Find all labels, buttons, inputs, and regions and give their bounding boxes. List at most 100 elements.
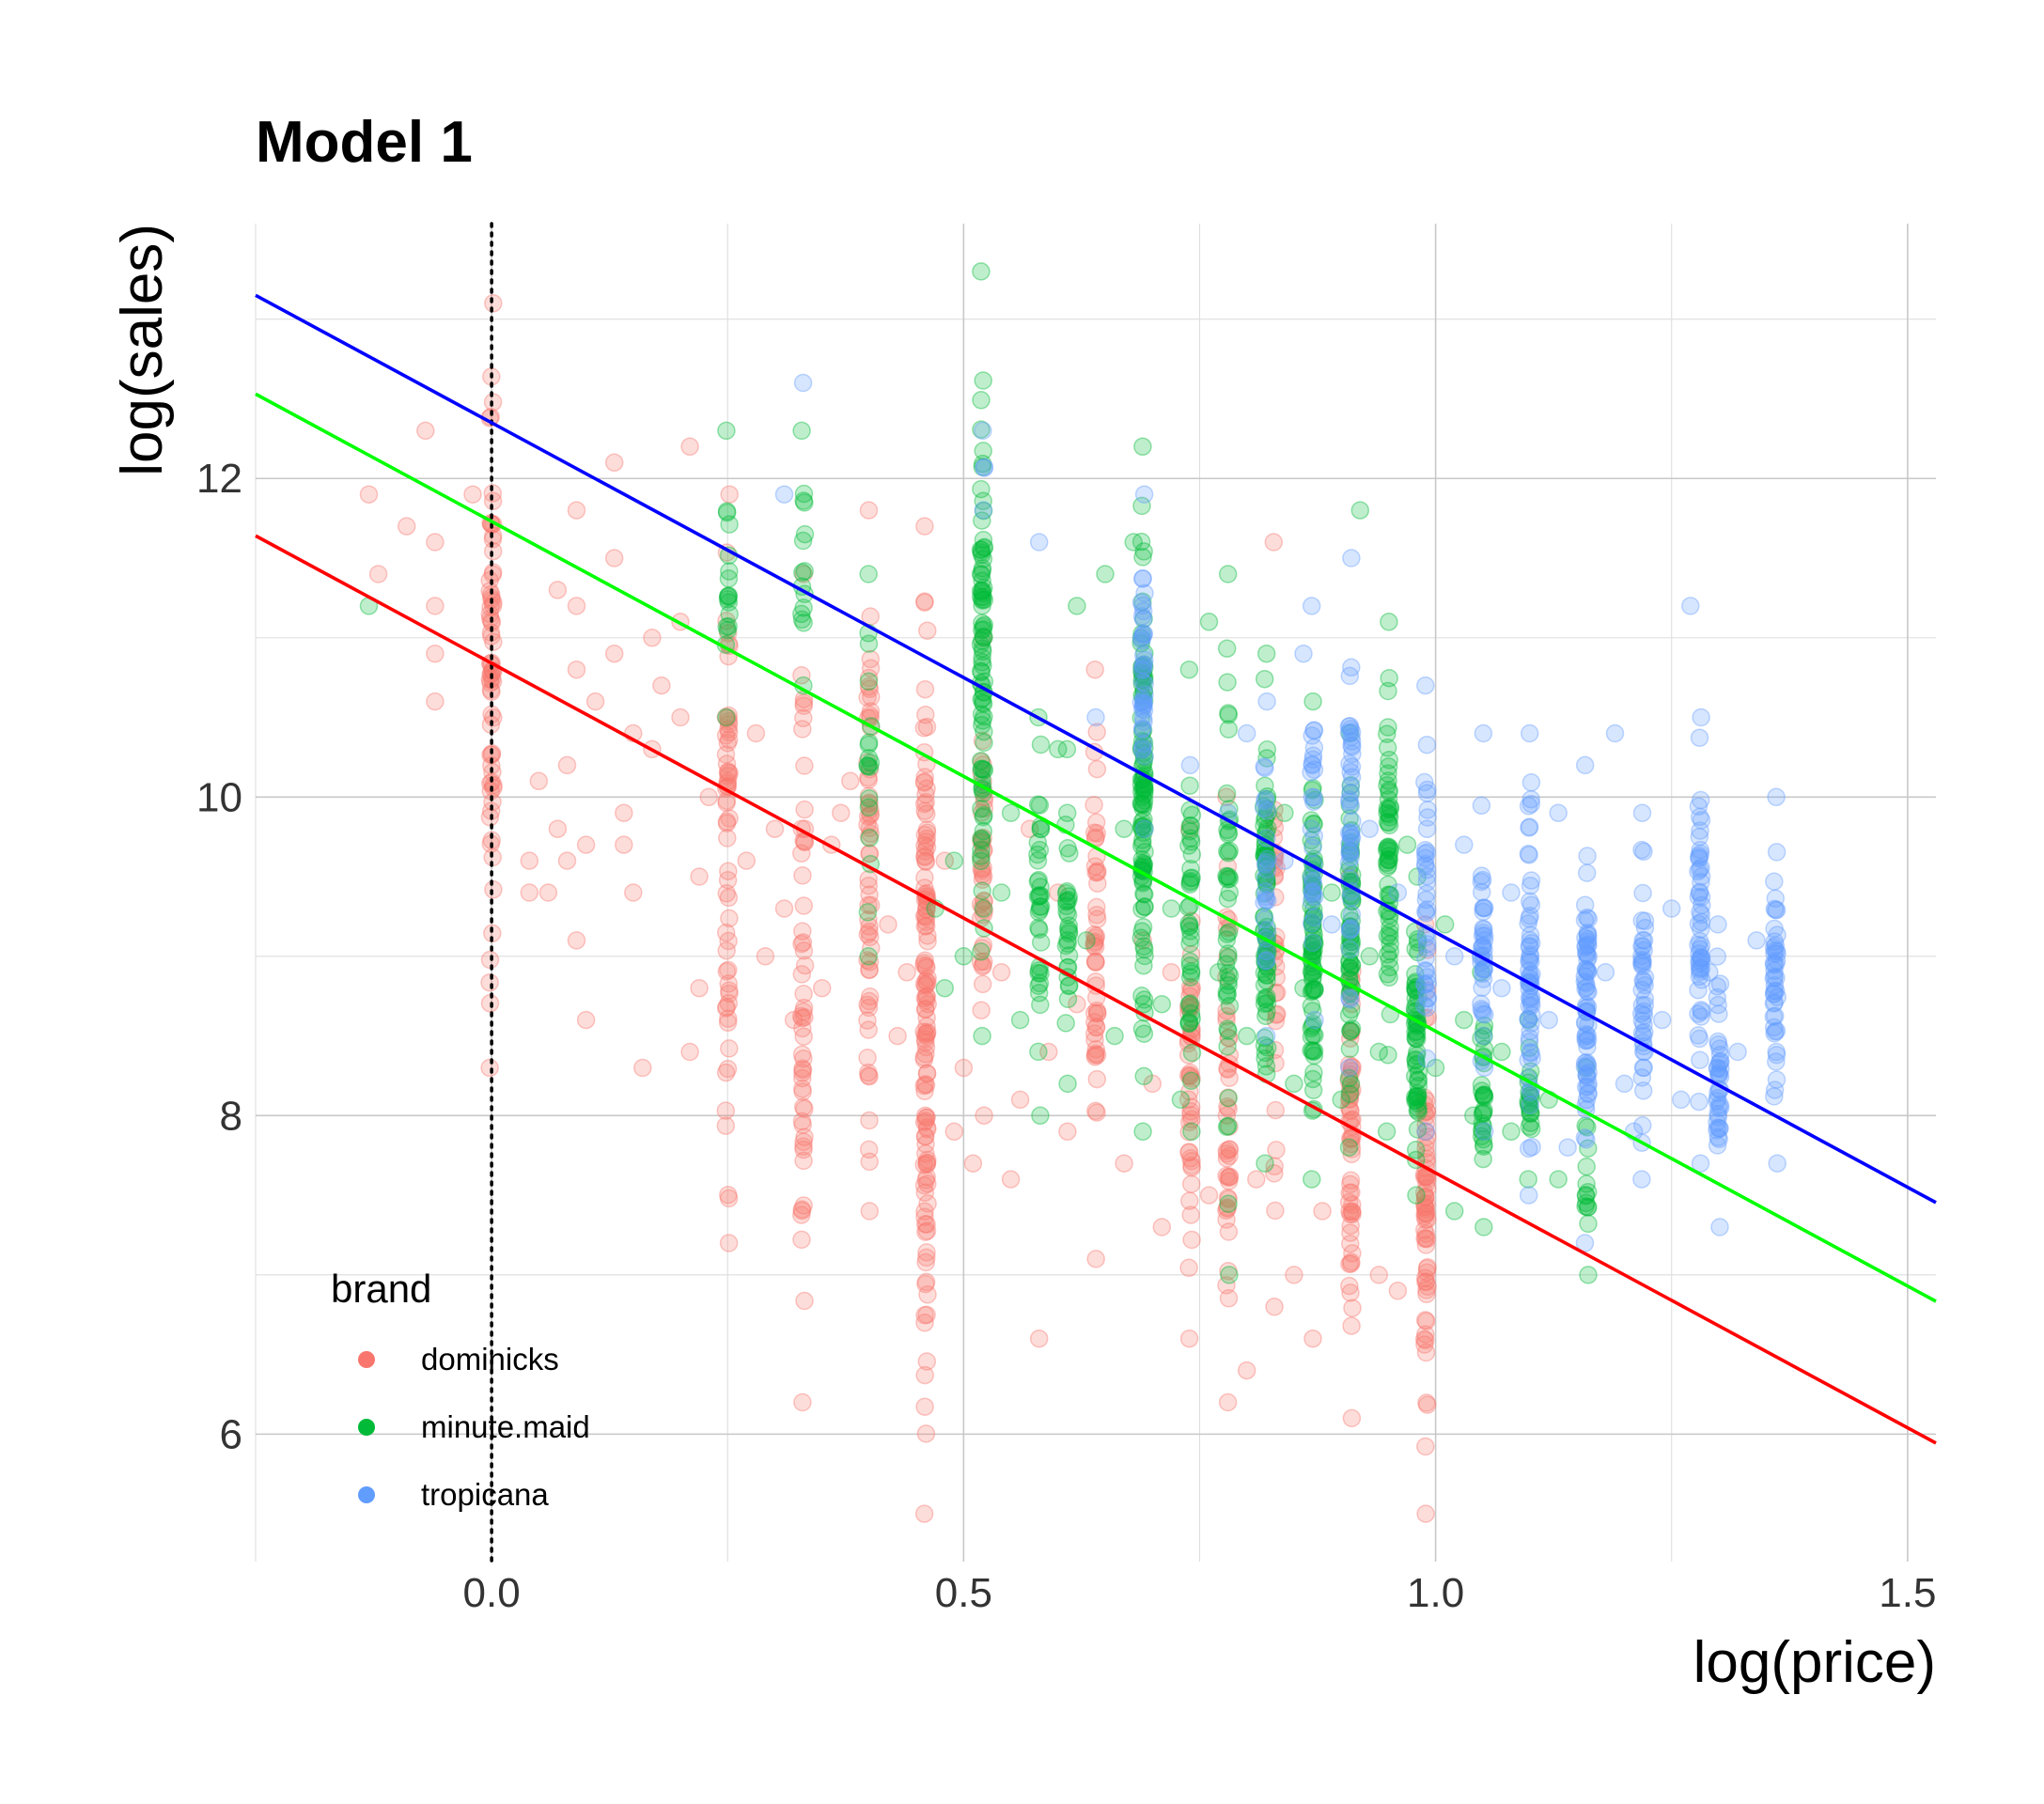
data-point-minute-maid <box>1133 779 1152 799</box>
data-point-tropicana <box>1765 1081 1785 1099</box>
data-point-tropicana <box>1691 1154 1710 1173</box>
data-point-tropicana <box>1631 955 1651 973</box>
data-point-tropicana <box>1633 1081 1653 1100</box>
data-point-minute-maid <box>1302 811 1321 830</box>
data-point-dominicks <box>719 974 738 993</box>
data-point-dominicks <box>1340 1065 1360 1084</box>
data-point-minute-maid <box>1256 941 1276 960</box>
data-point-dominicks <box>480 570 499 590</box>
data-point-minute-maid <box>1379 837 1398 857</box>
data-point-tropicana <box>1632 840 1651 860</box>
data-point-minute-maid <box>972 565 991 584</box>
data-point-dominicks <box>914 1175 934 1195</box>
data-point-tropicana <box>1416 676 1435 695</box>
data-point-minute-maid <box>1379 1046 1397 1065</box>
data-point-minute-maid <box>1474 1100 1493 1120</box>
data-point-minute-maid <box>1378 799 1397 817</box>
data-point-minute-maid <box>1180 822 1199 841</box>
data-point-minute-maid <box>1179 995 1199 1014</box>
data-point-minute-maid <box>1520 1082 1538 1102</box>
data-point-dominicks <box>426 644 445 663</box>
data-point-minute-maid <box>971 847 991 865</box>
data-point-minute-maid <box>972 662 991 682</box>
data-point-dominicks <box>975 791 994 811</box>
data-point-dominicks <box>972 832 991 851</box>
data-point-tropicana <box>1135 747 1154 766</box>
data-point-minute-maid <box>971 587 991 606</box>
data-point-tropicana <box>1632 980 1651 1000</box>
data-point-dominicks <box>916 785 935 804</box>
data-point-minute-maid <box>1134 994 1153 1014</box>
data-point-tropicana <box>1472 872 1491 892</box>
data-point-dominicks <box>1416 1325 1435 1344</box>
data-point-tropicana <box>1709 1054 1729 1073</box>
data-point-dominicks <box>916 1274 935 1294</box>
data-point-tropicana <box>1692 1001 1710 1019</box>
data-point-tropicana <box>1765 872 1784 891</box>
data-point-minute-maid <box>973 458 992 476</box>
data-point-minute-maid <box>1340 796 1360 815</box>
data-point-dominicks <box>1217 1149 1237 1168</box>
x-tick-label: 1.5 <box>1879 1570 1936 1616</box>
legend-title: brand <box>331 1267 431 1311</box>
data-point-dominicks <box>484 775 503 795</box>
data-point-minute-maid <box>1029 984 1049 1003</box>
data-point-dominicks <box>480 972 499 992</box>
data-point-minute-maid <box>720 562 739 581</box>
data-point-tropicana <box>1691 790 1710 810</box>
data-point-tropicana <box>1474 923 1493 942</box>
data-point-tropicana <box>1767 1021 1787 1040</box>
data-point-dominicks <box>795 1128 814 1146</box>
data-point-tropicana <box>1708 1089 1727 1108</box>
data-point-minute-maid <box>1134 751 1154 770</box>
data-point-minute-maid <box>1217 639 1237 658</box>
data-point-dominicks <box>917 1352 937 1371</box>
data-point-minute-maid <box>1057 803 1077 822</box>
data-point-dominicks <box>860 1066 879 1086</box>
data-point-dominicks <box>719 715 739 734</box>
data-point-minute-maid <box>1406 980 1425 1000</box>
data-point-dominicks <box>1416 1187 1435 1206</box>
data-point-tropicana <box>1690 967 1709 987</box>
data-point-minute-maid <box>1257 874 1276 893</box>
data-point-tropicana <box>1521 876 1540 895</box>
data-point-dominicks <box>971 953 991 972</box>
data-point-minute-maid <box>1256 846 1275 865</box>
data-point-minute-maid <box>1180 968 1200 987</box>
data-point-tropicana <box>1708 1136 1727 1155</box>
data-point-dominicks <box>1218 947 1237 967</box>
data-point-tropicana <box>1579 1074 1598 1094</box>
data-point-minute-maid <box>1131 794 1151 813</box>
data-point-minute-maid <box>1342 956 1362 975</box>
data-point-minute-maid <box>1303 878 1322 897</box>
data-point-tropicana <box>1662 899 1681 918</box>
data-point-minute-maid <box>1380 783 1398 801</box>
data-point-minute-maid <box>1474 1016 1494 1035</box>
data-point-minute-maid <box>1255 866 1273 885</box>
data-point-dominicks <box>1341 1216 1360 1236</box>
data-point-minute-maid <box>1339 1068 1359 1088</box>
data-point-minute-maid <box>1180 776 1199 795</box>
data-point-dominicks <box>520 851 539 870</box>
series-minute-maid <box>359 262 1598 1284</box>
data-point-minute-maid <box>1056 883 1076 903</box>
data-point-dominicks <box>756 947 775 966</box>
data-point-dominicks <box>1342 994 1362 1014</box>
legend-item-minute-maid: minute.maid <box>358 1409 590 1444</box>
data-point-dominicks <box>916 900 936 919</box>
data-point-minute-maid <box>1519 1170 1537 1189</box>
data-point-minute-maid <box>719 616 738 636</box>
data-point-tropicana <box>1339 717 1359 737</box>
data-point-minute-maid <box>719 587 738 607</box>
data-point-tropicana <box>1416 962 1436 981</box>
data-point-tropicana <box>1342 736 1361 755</box>
data-point-minute-maid <box>1305 1025 1324 1045</box>
data-point-minute-maid <box>1134 691 1154 710</box>
data-point-dominicks <box>1416 1343 1436 1362</box>
data-point-minute-maid <box>1132 1019 1152 1038</box>
data-point-dominicks <box>973 974 992 994</box>
data-point-minute-maid <box>1029 903 1049 922</box>
data-point-tropicana <box>1710 1119 1729 1138</box>
data-point-tropicana <box>1340 754 1359 773</box>
